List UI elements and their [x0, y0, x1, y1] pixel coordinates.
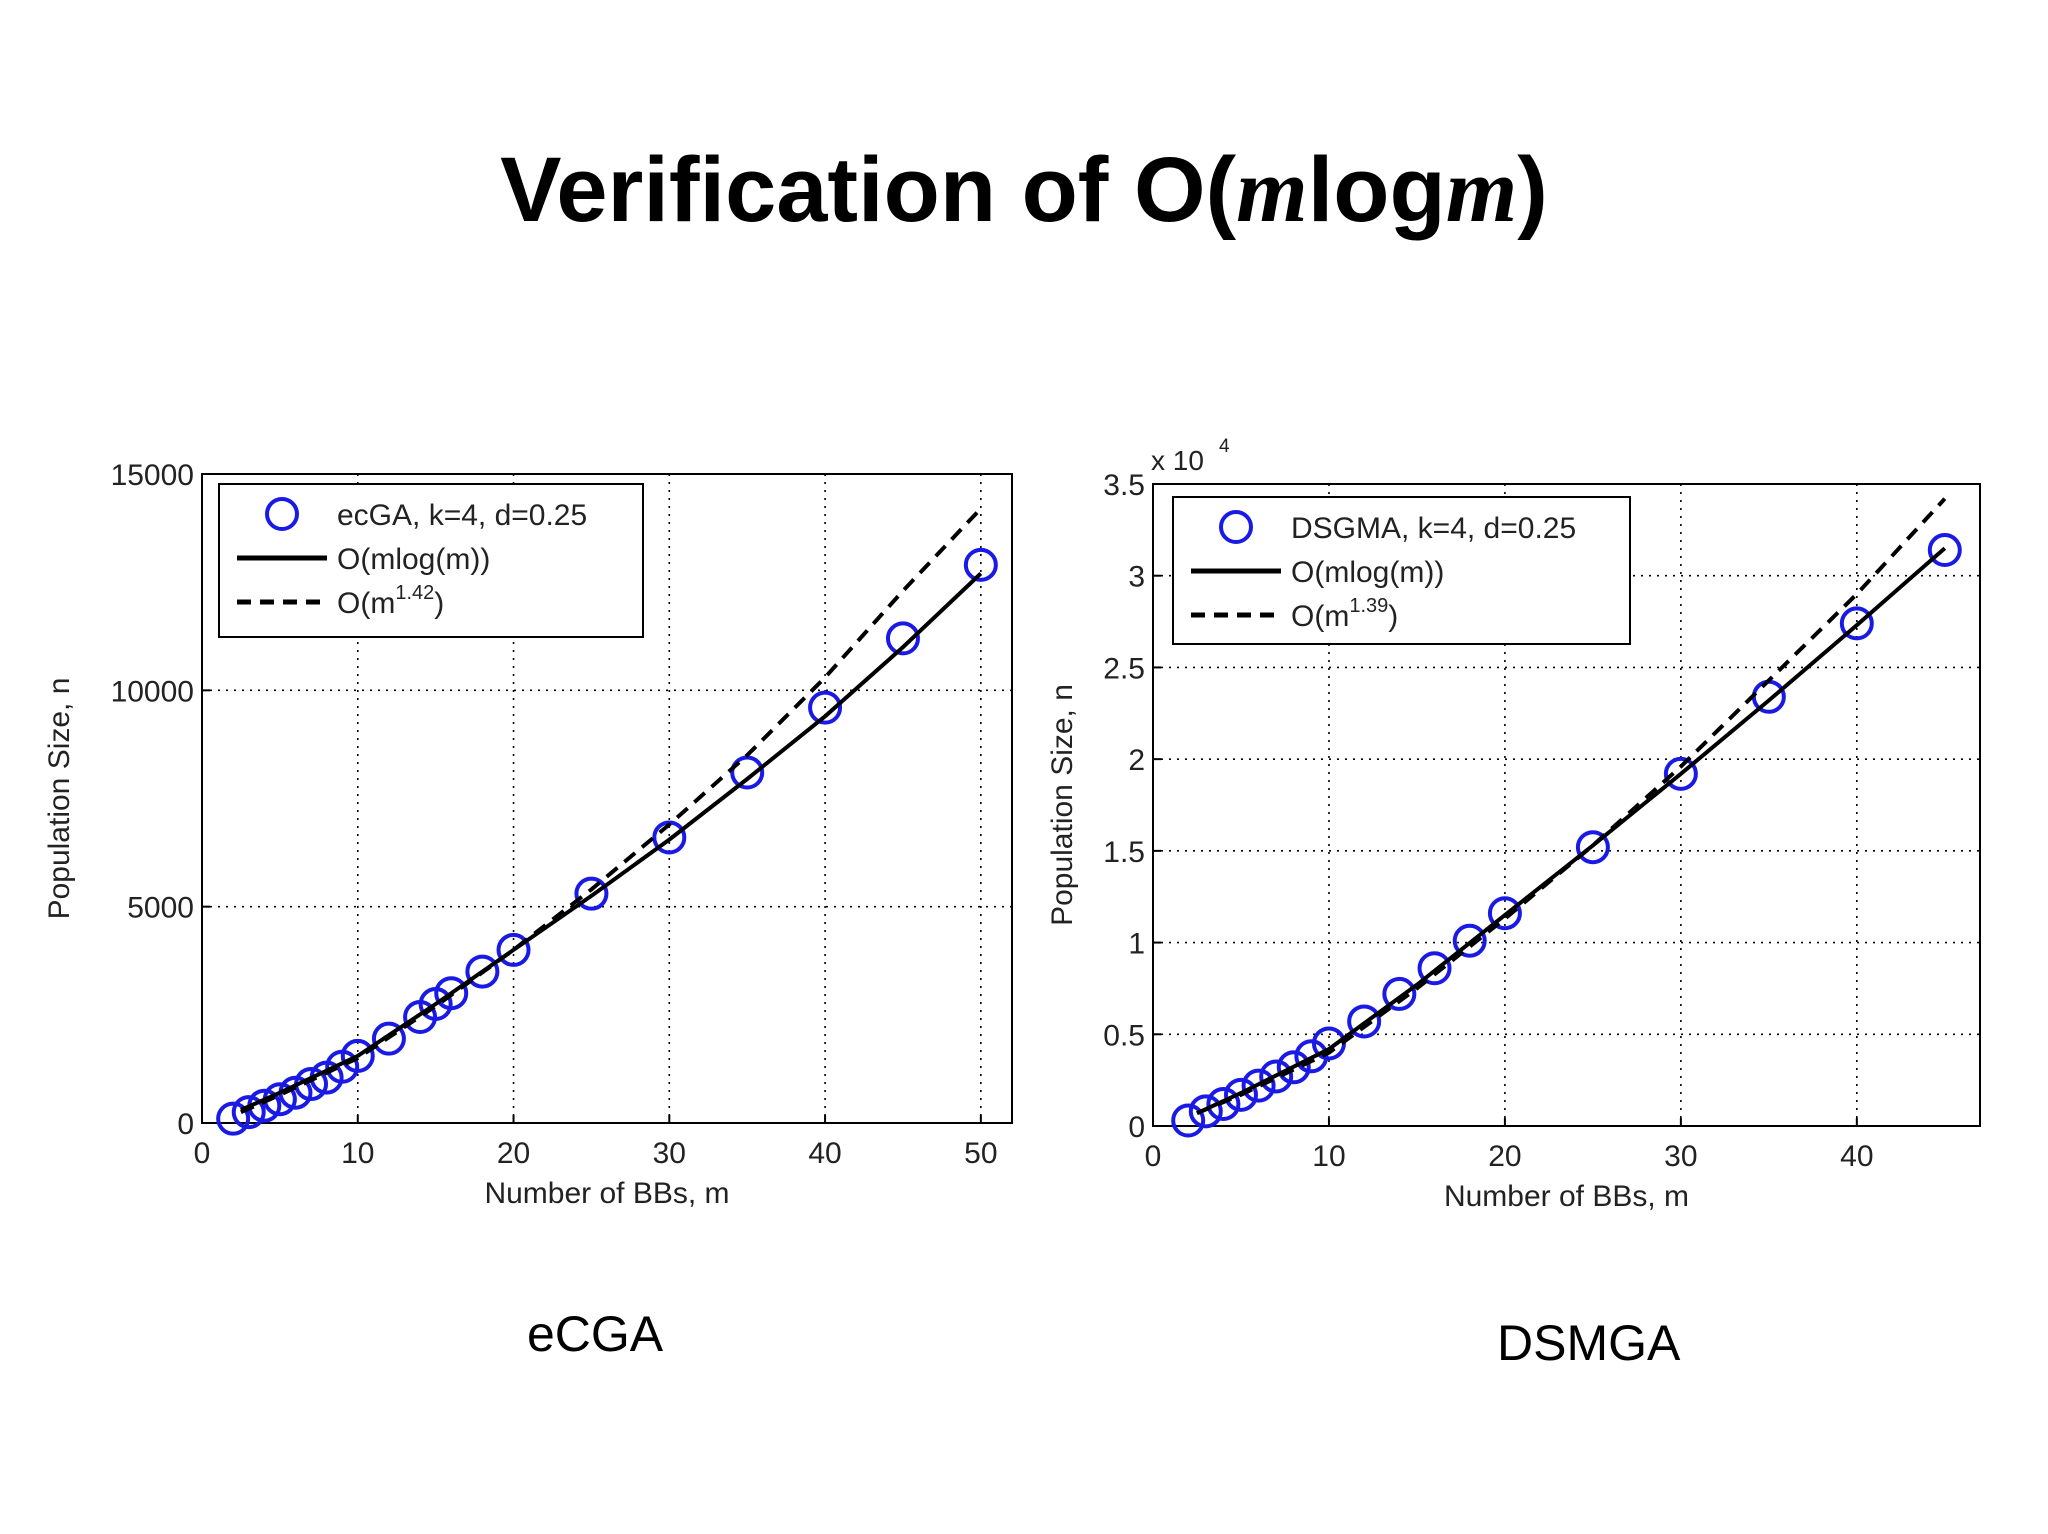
chart-ecga: 0 10 20 30 40 50 0 5000 10000 15000 Number of BBs,… — [43, 459, 1013, 1210]
data-point — [371, 1021, 406, 1056]
data-point — [340, 1038, 375, 1073]
legend-label: ecGA, k=4, d=0.25 — [337, 499, 587, 532]
legend-label: O(mlog(m)) — [1291, 556, 1444, 589]
x-tick-label: 0 — [1145, 1140, 1162, 1173]
x-tick-label: 30 — [653, 1137, 686, 1170]
legend-label-suffix: ) — [1388, 600, 1398, 633]
data-point — [574, 876, 609, 911]
x-tick-label: 40 — [808, 1137, 841, 1170]
series-line-solid — [240, 572, 983, 1112]
title-prefix: Verification of O( — [500, 139, 1237, 241]
y-tick-label: 2 — [1128, 744, 1145, 777]
data-point — [885, 621, 920, 656]
y-multiplier-exponent: 4 — [1219, 436, 1230, 457]
y-axis-label: Population Size, n — [1046, 684, 1079, 926]
legend-label-text: O(mlog(m)) — [1291, 556, 1444, 589]
legend-label: O(mlog(m)) — [337, 543, 490, 576]
legend-label: O(m1.39) — [1291, 595, 1398, 633]
chart-caption-ecga: eCGA — [527, 1306, 664, 1362]
title-log: log — [1307, 139, 1446, 241]
data-point — [1663, 756, 1698, 791]
legend-label: DSGMA, k=4, d=0.25 — [1291, 512, 1576, 545]
x-tick-label: 40 — [1840, 1140, 1873, 1173]
title-suffix: ) — [1517, 139, 1548, 241]
chart-dsmga: 0 10 20 30 40 0 0.5 1 1.5 2 2.5 3 3.5 Number of BBs, … — [1046, 436, 1981, 1213]
data-point — [465, 954, 500, 989]
y-tick-label: 0 — [1128, 1111, 1145, 1144]
data-point — [1382, 976, 1417, 1011]
legend-label-text: ecGA, k=4, d=0.25 — [337, 499, 587, 532]
x-tick-label: 30 — [1664, 1140, 1697, 1173]
x-tick-label: 10 — [341, 1137, 374, 1170]
slide-title: Verification of O(mlogm) — [0, 135, 2048, 245]
y-tick-label: 1.5 — [1103, 836, 1145, 869]
plot-frame — [1152, 483, 1981, 1127]
data-point — [1417, 951, 1452, 986]
legend-label-exponent: 1.42 — [395, 582, 434, 604]
title-var-m1: m — [1236, 139, 1308, 241]
legend-label-exponent: 1.39 — [1349, 595, 1388, 617]
data-point — [1452, 923, 1487, 958]
y-tick-label: 10000 — [111, 675, 194, 708]
data-point — [1223, 1077, 1258, 1112]
data-point — [1839, 606, 1874, 641]
x-tick-label: 20 — [1488, 1140, 1521, 1173]
legend-label-text: O(mlog(m)) — [337, 543, 490, 576]
y-tick-label: 15000 — [111, 459, 194, 492]
x-tick-label: 10 — [1312, 1140, 1345, 1173]
data-point — [1188, 1094, 1223, 1129]
x-tick-label: 0 — [194, 1137, 211, 1170]
y-tick-label: 0.5 — [1103, 1019, 1145, 1052]
data-point — [1347, 1004, 1382, 1039]
y-tick-label: 0 — [177, 1108, 194, 1141]
legend-label: O(m1.42) — [337, 582, 444, 620]
y-multiplier-label: x 10 — [1151, 445, 1204, 476]
legend-label-text: O(m — [1291, 600, 1349, 633]
chart-caption-dsmga: DSMGA — [1497, 1315, 1681, 1371]
data-point — [434, 976, 469, 1011]
y-tick-label: 1 — [1128, 928, 1145, 961]
plot-frame — [201, 473, 1013, 1124]
data-point — [231, 1095, 266, 1130]
legend-marker-circle — [1219, 510, 1253, 544]
series-line-dashed — [1196, 497, 1947, 1116]
data-point — [1575, 830, 1610, 865]
title-var-m2: m — [1445, 139, 1518, 241]
y-tick-label: 3 — [1128, 561, 1145, 594]
data-point — [1927, 533, 1962, 568]
legend-marker-circle — [265, 497, 299, 531]
y-tick-label: 3.5 — [1103, 469, 1145, 502]
data-point — [1276, 1050, 1311, 1085]
x-axis-label: Number of BBs, m — [1444, 1180, 1689, 1213]
data-point — [808, 690, 843, 725]
x-tick-label: 50 — [964, 1137, 997, 1170]
data-point — [1206, 1086, 1241, 1121]
y-tick-label: 2.5 — [1103, 652, 1145, 685]
data-point — [1171, 1103, 1206, 1138]
legend-label-text: O(m — [337, 587, 395, 620]
y-tick-label: 5000 — [127, 892, 194, 925]
y-axis-label: Population Size, n — [43, 678, 76, 920]
data-point — [1487, 896, 1522, 931]
legend-label-text: DSGMA, k=4, d=0.25 — [1291, 512, 1576, 545]
data-point — [216, 1101, 251, 1136]
legend-label-suffix: ) — [434, 587, 444, 620]
x-tick-label: 20 — [497, 1137, 530, 1170]
data-point — [963, 547, 998, 582]
data-point — [496, 932, 531, 967]
series-line-dashed — [240, 507, 983, 1115]
data-point — [1241, 1068, 1276, 1103]
data-point — [1259, 1059, 1294, 1094]
x-axis-label: Number of BBs, m — [484, 1177, 729, 1210]
